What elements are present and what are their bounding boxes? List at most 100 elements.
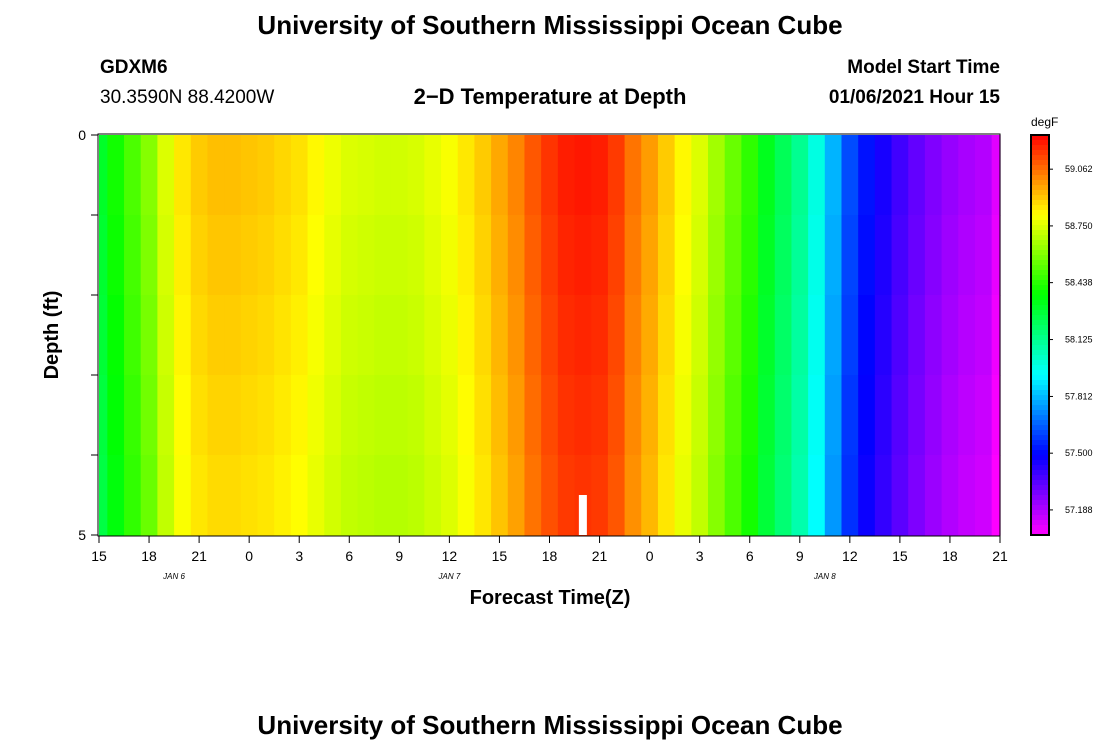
heatmap-cell [524,215,542,296]
colorbar-segment [1031,140,1049,146]
heatmap-cell [841,215,859,296]
heatmap-cell [457,375,476,456]
heatmap-cell [708,375,726,456]
date-labels: JAN 6 JAN 7 JAN 8 [162,572,836,581]
heatmap-cell [674,375,692,456]
date-label: JAN 7 [437,572,460,581]
heatmap-cell [224,135,242,216]
heatmap-cell [174,455,192,536]
colorbar-segment [1031,400,1049,406]
y-tick-label: 0 [78,127,86,143]
x-tick-label: 15 [892,548,908,564]
colorbar-segment [1031,250,1049,256]
heatmap-cell [991,455,1001,536]
colorbar-unit: degF [1031,115,1058,129]
heatmap-cell [340,295,359,376]
heatmap-cell [708,215,726,296]
heatmap-cell [557,375,576,456]
colorbar-segment [1031,515,1049,521]
colorbar-segment [1031,475,1049,481]
colorbar-segment [1031,245,1049,251]
heatmap-cell [724,295,742,376]
heatmap-cell [441,375,459,456]
heatmap-cell [591,375,609,456]
heatmap-cell [974,455,993,536]
x-tick-label: 21 [191,548,207,564]
heatmap-cell [157,215,175,296]
heatmap-cell [190,135,209,216]
colorbar-segment [1031,235,1049,241]
colorbar-segment [1031,415,1049,421]
colorbar-segment [1031,315,1049,321]
heatmap-cell [591,455,609,536]
heatmap-cell [641,135,659,216]
date-label: JAN 8 [813,572,836,581]
heatmap-cells [99,135,1001,536]
heatmap-cell [324,455,342,536]
heatmap-cell [924,135,943,216]
heatmap-cell [841,455,859,536]
heatmap-cell [357,455,375,536]
colorbar-segment [1031,440,1049,446]
heatmap-cell [724,455,742,536]
colorbar-frame [1030,134,1050,536]
heatmap-cell [257,215,275,296]
heatmap-cell [524,455,542,536]
colorbar-segment [1031,270,1049,276]
heatmap-cell [791,455,809,536]
heatmap-cell [824,375,843,456]
colorbar-tick-label: 58.125 [1065,335,1093,345]
heatmap-cell [474,215,492,296]
heatmap-cell [624,135,642,216]
heatmap-cell [657,455,676,536]
heatmap-cell [557,215,576,296]
heatmap-cell [858,135,876,216]
colorbar-tick-label: 57.500 [1065,448,1093,458]
heatmap-cell [474,135,492,216]
heatmap-cell [741,375,759,456]
heatmap-cell [374,135,392,216]
heatmap-cell [324,135,342,216]
heatmap-cell [708,455,726,536]
chart-title: 2−D Temperature at Depth [413,84,687,109]
colorbar-tick-label: 57.188 [1065,505,1093,515]
heatmap-cell [140,135,158,216]
heatmap-cell [107,215,125,296]
heatmap-cell [858,295,876,376]
colorbar-segment [1031,170,1049,176]
heatmap-cell [874,375,893,456]
heatmap-cell [307,215,325,296]
heatmap-cell [841,295,859,376]
colorbar-tick-label: 57.812 [1065,391,1093,401]
heatmap-cell [107,455,125,536]
colorbar-segment [1031,160,1049,166]
heatmap-cell [924,215,943,296]
heatmap-cell [507,295,526,376]
heatmap-cell [691,455,709,536]
heatmap-cell [390,215,409,296]
heatmap-cell [824,455,843,536]
heatmap-cell [908,295,926,376]
heatmap-cell [290,375,309,456]
heatmap-cell [324,375,342,456]
colorbar-segment [1031,490,1049,496]
colorbar-segment [1031,240,1049,246]
heatmap-cell [457,215,476,296]
colorbar-segment [1031,285,1049,291]
heatmap-cell [99,135,108,216]
heatmap-cell [290,135,309,216]
heatmap-cell [724,135,742,216]
page-title-bottom: University of Southern Mississippi Ocean… [257,710,843,740]
heatmap-cell [808,295,826,376]
heatmap-cell [474,375,492,456]
colorbar-tick-label: 59.062 [1065,164,1093,174]
heatmap-cell [407,375,425,456]
heatmap-cell [974,295,993,376]
heatmap-cell [657,215,676,296]
heatmap-cell [858,375,876,456]
colorbar-segment [1031,310,1049,316]
heatmap-cell [157,135,175,216]
heatmap-cell [941,215,959,296]
heatmap-cell [257,455,275,536]
heatmap-cell [307,135,325,216]
